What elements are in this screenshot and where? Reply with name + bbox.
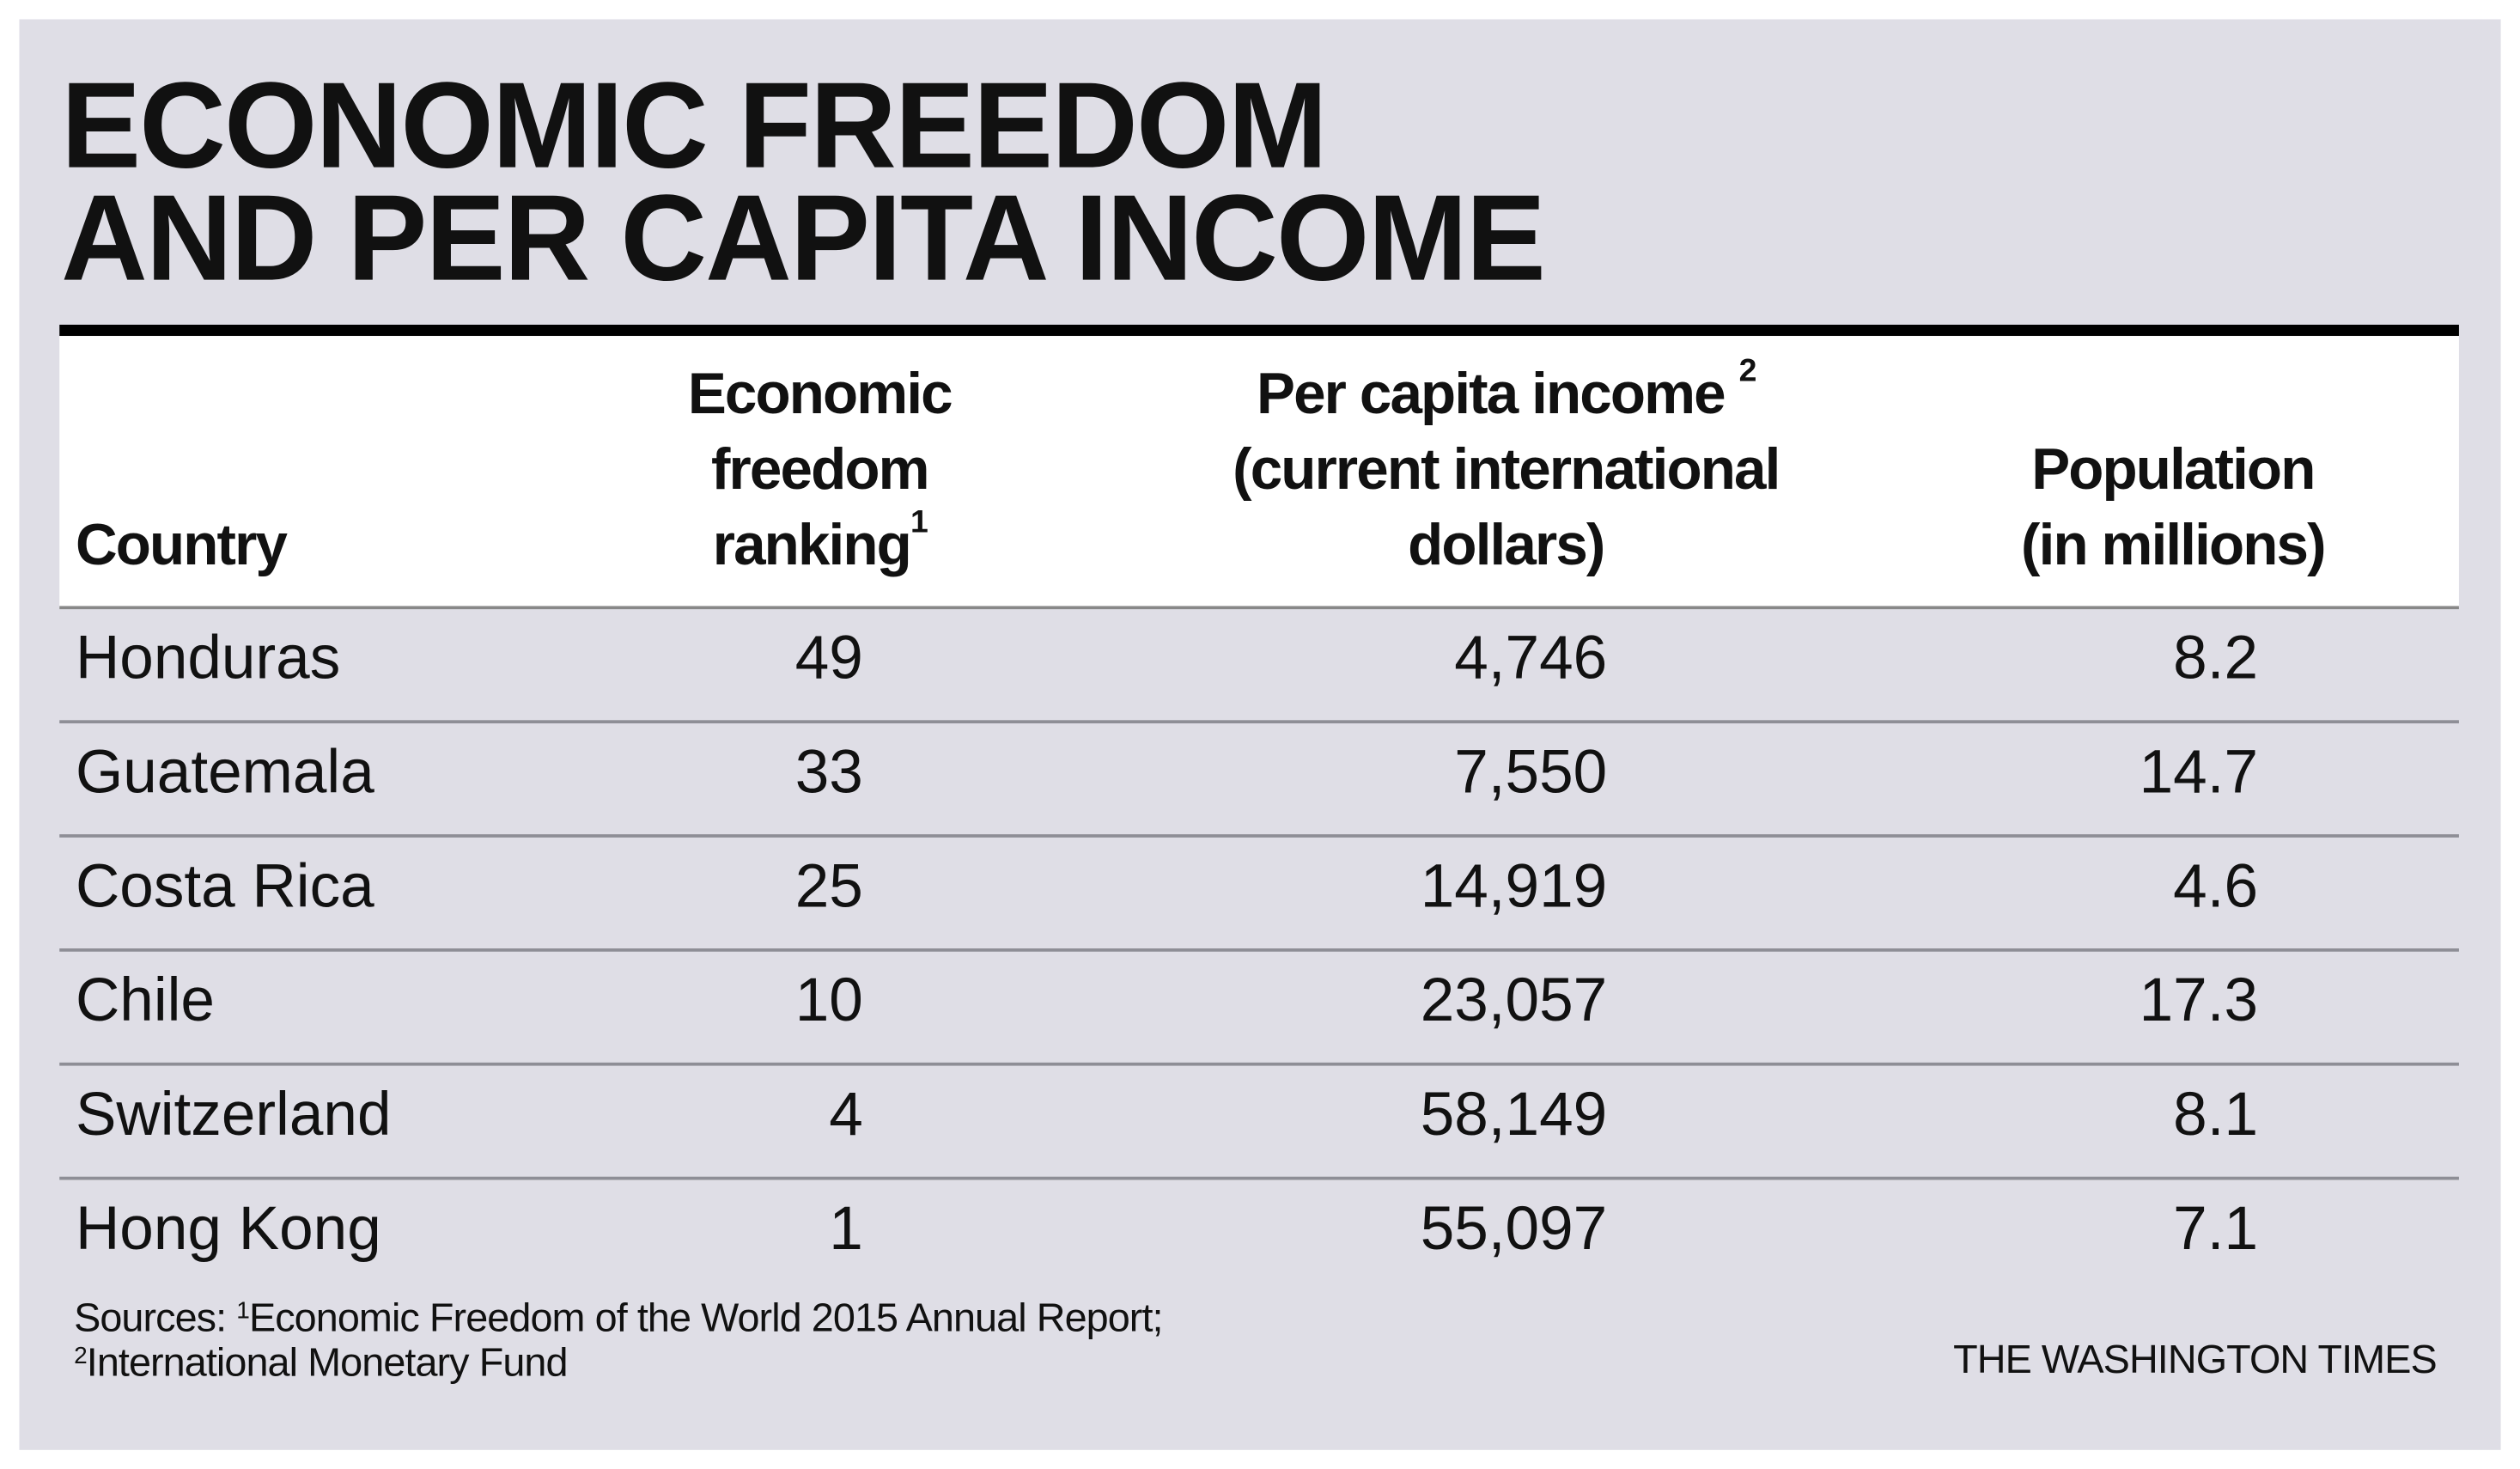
cell-population: 4.6 [2173, 853, 2259, 922]
table-row: Switzerland 4 58,149 8.1 [59, 1063, 2459, 1180]
header-text: ranking [712, 511, 912, 577]
source-2: International Monetary Fund [86, 1340, 569, 1386]
header-income: Per capita income 2 (current internation… [1168, 356, 1843, 582]
footnote-marker: 2 [1738, 353, 1757, 389]
cell-population: 17.3 [2139, 967, 2259, 1036]
cell-income: 4,746 [1454, 625, 1608, 693]
cell-ranking: 10 [794, 967, 863, 1036]
cell-country: Switzerland [75, 1082, 392, 1149]
table-header: Country Economic freedom ranking1 Per ca… [59, 336, 2459, 610]
cell-ranking: 1 [829, 1196, 863, 1264]
source-1: Economic Freedom of the World 2015 Annua… [248, 1295, 1164, 1341]
footnote-marker: 2 [74, 1342, 88, 1370]
header-text: (in millions) [2021, 511, 2327, 577]
cell-income: 23,057 [1420, 967, 1608, 1036]
cell-income: 14,919 [1420, 853, 1608, 922]
title-rule [59, 324, 2459, 337]
cell-income: 7,550 [1454, 739, 1608, 808]
publisher-credit: THE WASHINGTON TIMES [1953, 1337, 2438, 1383]
header-text: Economic [687, 360, 953, 426]
table-row: Hong Kong 1 55,097 7.1 [59, 1177, 2459, 1291]
header-text: (current international [1233, 436, 1780, 502]
header-country: Country [75, 511, 288, 577]
cell-population: 7.1 [2173, 1196, 2259, 1264]
header-text: Population [2031, 436, 2316, 502]
cell-ranking: 4 [829, 1082, 863, 1149]
header-text: Per capita income [1257, 360, 1726, 426]
title-line-2: AND PER CAPITA INCOME [61, 170, 1546, 308]
cell-population: 8.2 [2173, 625, 2259, 693]
cell-country: Chile [75, 967, 216, 1036]
header-ranking: Economic freedom ranking1 [659, 356, 980, 582]
cell-population: 8.1 [2173, 1082, 2259, 1149]
page-title: ECONOMIC FREEDOM AND PER CAPITA INCOME [61, 58, 1546, 308]
sources-label: Sources: [74, 1295, 237, 1341]
cell-country: Hong Kong [75, 1196, 381, 1264]
header-text: freedom [710, 436, 930, 502]
table-row: Honduras 49 4,746 8.2 [59, 606, 2459, 724]
table-row: Guatemala 33 7,550 14.7 [59, 720, 2459, 838]
background-panel [19, 19, 2501, 1450]
cell-income: 55,097 [1420, 1196, 1608, 1264]
cell-ranking: 49 [794, 625, 863, 693]
cell-country: Guatemala [75, 739, 374, 808]
header-text: dollars) [1408, 511, 1605, 577]
title-line-1: ECONOMIC FREEDOM [61, 58, 1328, 195]
cell-ranking: 25 [794, 853, 863, 922]
table-row: Chile 10 23,057 17.3 [59, 948, 2459, 1066]
sources-note: Sources: 1Economic Freedom of the World … [74, 1295, 1163, 1386]
cell-country: Costa Rica [75, 853, 374, 922]
cell-country: Honduras [75, 625, 341, 693]
footnote-marker: 1 [910, 504, 928, 540]
header-population: Population (in millions) [1980, 430, 2365, 582]
table-row: Costa Rica 25 14,919 4.6 [59, 834, 2459, 952]
cell-ranking: 33 [794, 739, 863, 808]
footnote-marker: 1 [236, 1297, 250, 1325]
cell-population: 14.7 [2139, 739, 2259, 808]
cell-income: 58,149 [1420, 1082, 1608, 1149]
